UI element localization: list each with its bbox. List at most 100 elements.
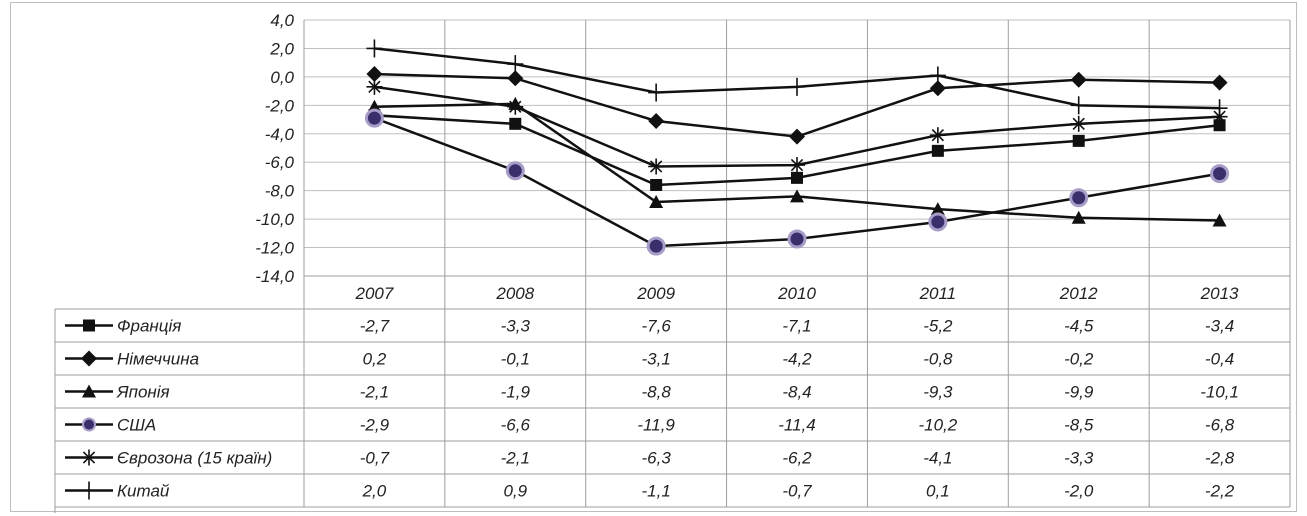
data-table-cell: -2,0 — [1064, 482, 1094, 501]
data-table-cell: 0,2 — [363, 350, 387, 369]
legend-series-name: США — [117, 416, 156, 435]
data-table-cell: -0,7 — [782, 482, 812, 501]
data-point — [930, 202, 945, 216]
data-point — [509, 117, 522, 130]
data-table-cell: -6,8 — [1205, 416, 1235, 435]
category-label: 2012 — [1059, 284, 1098, 303]
data-point — [507, 70, 524, 87]
data-point — [929, 127, 946, 144]
data-point — [1210, 164, 1230, 184]
data-point — [1070, 96, 1087, 115]
y-tick-label: 4,0 — [270, 11, 294, 30]
data-point — [650, 178, 663, 191]
data-point — [787, 229, 807, 249]
category-label: 2013 — [1200, 284, 1239, 303]
data-table-cell: -2,1 — [360, 383, 389, 402]
category-label: 2011 — [919, 284, 957, 303]
data-table-cell: -2,7 — [360, 317, 390, 336]
data-table-cell: -10,2 — [918, 416, 957, 435]
legend-marker — [82, 417, 96, 432]
data-table-cell: -6,6 — [501, 416, 531, 435]
data-table-cell: -6,2 — [782, 449, 812, 468]
data-table-cell: -0,7 — [360, 449, 390, 468]
data-table-cell: -8,5 — [1064, 416, 1094, 435]
data-point — [1070, 71, 1087, 88]
data-point — [366, 78, 383, 95]
data-table-cell: -8,8 — [641, 383, 671, 402]
data-table-cell: -0,8 — [923, 350, 953, 369]
data-table-cell: -0,2 — [1064, 350, 1094, 369]
legend-series-name: Франція — [117, 317, 181, 336]
data-point — [1069, 188, 1089, 208]
data-point — [1071, 210, 1086, 224]
data-point — [789, 77, 805, 96]
data-point — [366, 66, 383, 83]
y-tick-label: -4,0 — [265, 125, 295, 144]
data-table-cell: -3,4 — [1205, 317, 1234, 336]
data-table-cell: -2,2 — [1205, 482, 1235, 501]
data-table-cell: -6,3 — [641, 449, 671, 468]
legend-series-name: Японія — [116, 383, 170, 402]
data-point — [928, 212, 948, 232]
legend-series-name: Німеччина — [117, 350, 199, 369]
y-tick-label: -14,0 — [255, 267, 294, 286]
data-table-cell: -1,9 — [501, 383, 531, 402]
data-point — [1072, 134, 1085, 147]
data-table-cell: 2,0 — [362, 482, 387, 501]
data-table-cell: -0,4 — [1205, 350, 1234, 369]
data-table-cell: -4,5 — [1064, 317, 1094, 336]
data-point — [648, 112, 665, 129]
data-table-cell: -3,3 — [1064, 449, 1094, 468]
data-point — [646, 236, 666, 256]
data-table-cell: -7,6 — [641, 317, 671, 336]
data-table-cell: -11,4 — [778, 416, 816, 435]
legend-marker — [81, 449, 97, 466]
legend-marker — [82, 384, 96, 398]
data-table-cell: -5,2 — [923, 317, 953, 336]
series-line — [374, 85, 1220, 168]
data-point — [649, 195, 664, 209]
data-table-cell: -3,3 — [501, 317, 531, 336]
data-point — [1211, 74, 1228, 91]
data-point — [648, 83, 665, 102]
data-table-cell: -11,9 — [637, 416, 675, 435]
data-table-cell: -2,9 — [360, 416, 390, 435]
legend-series-name: Китай — [117, 482, 170, 501]
chart-frame: 4,0 2,0 0,0 -2,0 -4,0 -6,0 -8,0 -10,0 -12,0 -14,0… — [10, 2, 1297, 513]
data-point — [1213, 119, 1226, 132]
category-label: 2009 — [636, 284, 675, 303]
y-tick-label: 0,0 — [270, 68, 294, 87]
data-table-cell: -2,1 — [501, 449, 530, 468]
data-table-cell: -9,3 — [923, 383, 953, 402]
data-point — [648, 158, 665, 175]
legend-marker — [81, 481, 97, 500]
data-point — [1070, 115, 1087, 132]
data-table-cell: -10,1 — [1200, 383, 1239, 402]
category-label: 2007 — [355, 284, 394, 303]
y-tick-label: -8,0 — [265, 182, 295, 201]
category-label: 2008 — [495, 284, 534, 303]
y-tick-label: -2,0 — [265, 96, 295, 115]
legend-series-name: Єврозона (15 країн) — [117, 449, 272, 468]
data-table-cell: -3,1 — [641, 350, 670, 369]
y-tick-label: 2,0 — [269, 39, 294, 58]
legend-marker — [83, 319, 95, 332]
data-point — [929, 66, 946, 85]
category-label: 2010 — [777, 284, 816, 303]
data-point — [789, 157, 805, 174]
data-table-cell: -8,4 — [782, 383, 811, 402]
data-point — [507, 98, 524, 115]
data-table-cell: -4,2 — [782, 350, 812, 369]
data-table-cell: -7,1 — [782, 317, 811, 336]
data-table-cell: -9,9 — [1064, 383, 1094, 402]
data-point — [791, 171, 803, 184]
y-tick-label: -6,0 — [265, 153, 295, 172]
data-table-cell: -1,1 — [641, 482, 670, 501]
data-point — [1211, 99, 1228, 118]
data-table-cell: -0,1 — [501, 350, 530, 369]
data-table-cell: 0,1 — [926, 482, 950, 501]
data-point — [364, 108, 384, 128]
data-point — [790, 189, 804, 203]
data-point — [789, 128, 805, 145]
data-table-cell: -4,1 — [923, 449, 952, 468]
